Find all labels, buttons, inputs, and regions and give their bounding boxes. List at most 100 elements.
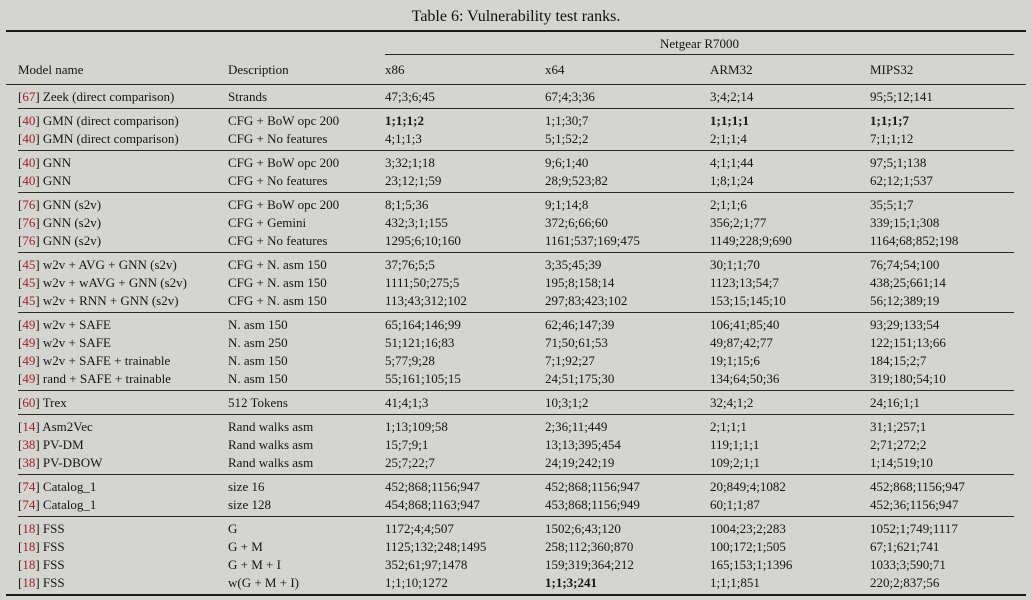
cell-ranks-mips32: 452;36;1156;947 <box>870 497 959 512</box>
citation-link[interactable]: 67 <box>22 89 36 104</box>
citation-link[interactable]: 18 <box>22 557 36 572</box>
cell-description: CFG + No features <box>228 131 328 146</box>
citation-link[interactable]: 45 <box>22 293 36 308</box>
cell-model-name: [40] GNN <box>18 173 72 188</box>
cell-ranks-arm32: 153;15;145;10 <box>710 293 786 308</box>
cell-ranks-arm32: 19;1;15;6 <box>710 353 760 368</box>
row-group: [74] Catalog_1 size 16 452;868;1156;947 452… <box>18 475 1014 517</box>
cell-description: CFG + BoW opc 200 <box>228 197 340 212</box>
cell-description: CFG + N. asm 150 <box>228 275 327 290</box>
table-row: [76] GNN (s2v) CFG + No features 1295;6;10… <box>18 232 1014 250</box>
cell-ranks-mips32: 1033;3;590;71 <box>870 557 946 572</box>
citation-link[interactable]: 76 <box>22 233 36 248</box>
citation-link[interactable]: 40 <box>22 113 36 128</box>
citation-link[interactable]: 18 <box>22 521 36 536</box>
column-header-model-name: Model name <box>18 62 84 77</box>
cell-ranks-arm32: 3;4;2;14 <box>710 89 754 104</box>
header-rule <box>6 84 1026 85</box>
citation-link[interactable]: 49 <box>22 353 36 368</box>
cell-description: Strands <box>228 89 267 104</box>
table-row: [40] GNN CFG + No features 23;12;1;59 28;9;… <box>18 172 1014 190</box>
cell-ranks-x86: 1;1;1;2 <box>385 113 424 128</box>
table-row: [49] w2v + SAFE N. asm 150 65;164;146;99 62… <box>18 316 1014 334</box>
table-row: [40] GMN (direct comparison) CFG + No fea… <box>18 130 1014 148</box>
cell-ranks-arm32: 4;1;1;44 <box>710 155 754 170</box>
cell-ranks-x86: 454;868;1163;947 <box>385 497 480 512</box>
cell-ranks-x64: 297;83;423;102 <box>545 293 628 308</box>
cell-ranks-x64: 372;6;66;60 <box>545 215 608 230</box>
cell-ranks-x86: 25;7;22;7 <box>385 455 435 470</box>
citation-link[interactable]: 45 <box>22 257 36 272</box>
cell-ranks-x64: 1502;6;43;120 <box>545 521 621 536</box>
cell-ranks-arm32: 109;2;1;1 <box>710 455 760 470</box>
citation-link[interactable]: 76 <box>22 197 36 212</box>
cell-description: Rand walks asm <box>228 455 314 470</box>
citation-link[interactable]: 74 <box>22 497 36 512</box>
cell-ranks-arm32: 49;87;42;77 <box>710 335 773 350</box>
cell-ranks-arm32: 1;8;1;24 <box>710 173 754 188</box>
cell-ranks-x64: 67;4;3;36 <box>545 89 595 104</box>
cell-ranks-mips32: 1052;1;749;1117 <box>870 521 958 536</box>
citation-link[interactable]: 40 <box>22 173 36 188</box>
citation-link[interactable]: 14 <box>22 419 36 434</box>
table-caption: Table 6: Vulnerability test ranks. <box>411 8 621 25</box>
cell-ranks-x86: 65;164;146;99 <box>385 317 461 332</box>
citation-link[interactable]: 49 <box>22 371 36 386</box>
cell-ranks-mips32: 7;1;1;12 <box>870 131 914 146</box>
table-row: [38] PV-DBOW Rand walks asm 25;7;22;7 24;19… <box>18 454 1014 472</box>
row-group: [40] GMN (direct comparison) CFG + BoW op… <box>18 109 1014 151</box>
cell-ranks-mips32: 35;5;1;7 <box>870 197 914 212</box>
citation-link[interactable]: 38 <box>22 455 36 470</box>
bottom-padding <box>0 596 1032 600</box>
cell-ranks-x86: 1;13;109;58 <box>385 419 448 434</box>
cell-ranks-x86: 23;12;1;59 <box>385 173 442 188</box>
cell-ranks-arm32: 1;1;1;1 <box>710 113 749 128</box>
cell-model-name: [76] GNN (s2v) <box>18 215 102 230</box>
cell-ranks-mips32: 76;74;54;100 <box>870 257 940 272</box>
table-row: [14] Asm2Vec Rand walks asm 1;13;109;58 2;3… <box>18 418 1014 436</box>
table-row: [74] Catalog_1 size 128 454;868;1163;947 45… <box>18 496 1014 514</box>
cell-ranks-x86: 452;868;1156;947 <box>385 479 480 494</box>
cell-model-name: [49] w2v + SAFE <box>18 317 111 332</box>
cell-ranks-mips32: 122;151;13;66 <box>870 335 946 350</box>
cell-ranks-x86: 432;3;1;155 <box>385 215 448 230</box>
cell-ranks-mips32: 184;15;2;7 <box>870 353 927 368</box>
table-row: [18] FSS G + M 1125;132;248;1495 258;112;36… <box>18 538 1014 556</box>
cell-ranks-x64: 71;50;61;53 <box>545 335 608 350</box>
citation-link[interactable]: 38 <box>22 437 36 452</box>
cell-description: w(G + M + I) <box>228 575 299 590</box>
citation-link[interactable]: 18 <box>22 539 36 554</box>
citation-link[interactable]: 76 <box>22 215 36 230</box>
cell-model-name: [45] w2v + RNN + GNN (s2v) <box>18 293 179 308</box>
row-group: [49] w2v + SAFE N. asm 150 65;164;146;99 62… <box>18 313 1014 391</box>
citation-link[interactable]: 40 <box>22 155 36 170</box>
cell-model-name: [18] FSS <box>18 557 65 572</box>
cell-model-name: [76] GNN (s2v) <box>18 197 102 212</box>
cell-model-name: [67] Zeek (direct comparison) <box>18 89 175 104</box>
cell-ranks-x64: 5;1;52;2 <box>545 131 589 146</box>
citation-link[interactable]: 49 <box>22 335 36 350</box>
cell-model-name: [38] PV-DBOW <box>18 455 103 470</box>
cell-model-name: [60] Trex <box>18 395 67 410</box>
cell-description: G + M + I <box>228 557 281 572</box>
table-row: [76] GNN (s2v) CFG + Gemini 432;3;1;155 372… <box>18 214 1014 232</box>
cell-ranks-x64: 24;19;242;19 <box>545 455 615 470</box>
cell-ranks-mips32: 319;180;54;10 <box>870 371 946 386</box>
citation-link[interactable]: 40 <box>22 131 36 146</box>
cell-ranks-x86: 8;1;5;36 <box>385 197 429 212</box>
table-row: [40] GMN (direct comparison) CFG + BoW op… <box>18 112 1014 130</box>
table-row: [45] w2v + AVG + GNN (s2v) CFG + N. asm 1… <box>18 256 1014 274</box>
cell-ranks-mips32: 62;12;1;537 <box>870 173 933 188</box>
citation-link[interactable]: 18 <box>22 575 36 590</box>
cell-ranks-x64: 9;6;1;40 <box>545 155 589 170</box>
cell-ranks-x86: 41;4;1;3 <box>385 395 429 410</box>
citation-link[interactable]: 60 <box>22 395 36 410</box>
cell-ranks-x64: 13;13;395;454 <box>545 437 621 452</box>
cell-ranks-arm32: 165;153;1;1396 <box>710 557 793 572</box>
row-group: [45] w2v + AVG + GNN (s2v) CFG + N. asm 1… <box>18 253 1014 313</box>
citation-link[interactable]: 74 <box>22 479 36 494</box>
cell-description: 512 Tokens <box>228 395 288 410</box>
citation-link[interactable]: 45 <box>22 275 36 290</box>
citation-link[interactable]: 49 <box>22 317 36 332</box>
